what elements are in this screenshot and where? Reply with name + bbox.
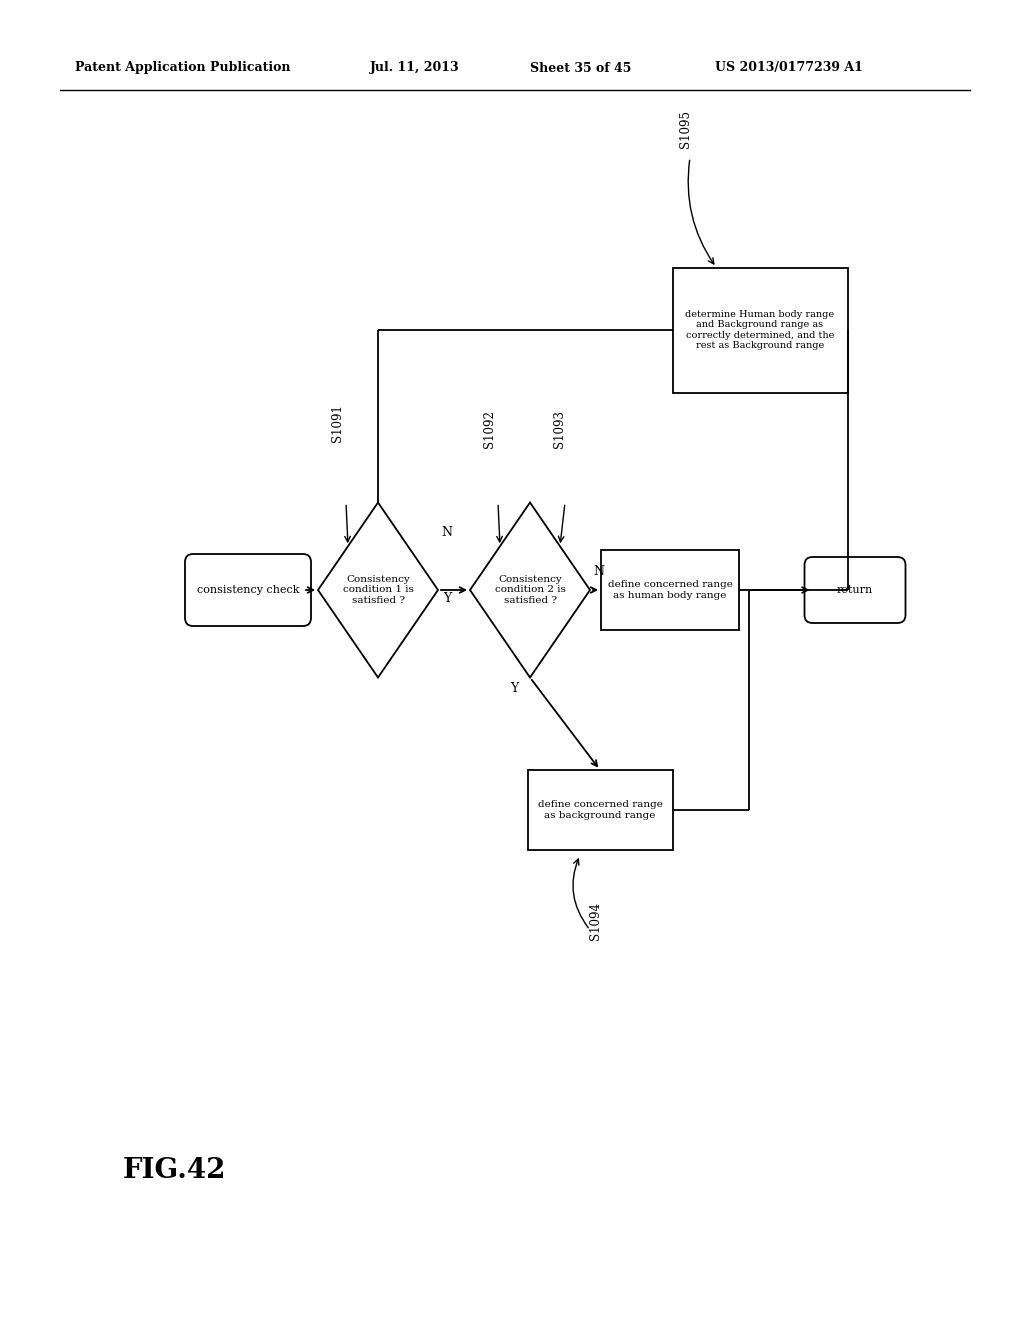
FancyBboxPatch shape: [185, 554, 311, 626]
Text: Jul. 11, 2013: Jul. 11, 2013: [370, 62, 460, 74]
Text: S1092: S1092: [483, 409, 497, 447]
FancyBboxPatch shape: [805, 557, 905, 623]
Text: define concerned range
as background range: define concerned range as background ran…: [538, 800, 663, 820]
Bar: [527, 770, 673, 850]
Text: define concerned range
as human body range: define concerned range as human body ran…: [607, 581, 732, 599]
Bar: [601, 550, 739, 630]
Text: Y: Y: [510, 682, 518, 696]
Text: S1093: S1093: [554, 409, 566, 447]
Text: Patent Application Publication: Patent Application Publication: [75, 62, 291, 74]
Text: US 2013/0177239 A1: US 2013/0177239 A1: [715, 62, 863, 74]
Text: N: N: [441, 527, 452, 540]
Text: S1091: S1091: [332, 405, 344, 442]
Text: consistency check: consistency check: [197, 585, 299, 595]
Polygon shape: [318, 503, 438, 677]
Polygon shape: [470, 503, 590, 677]
Text: FIG.42: FIG.42: [123, 1156, 226, 1184]
Text: N: N: [593, 565, 604, 578]
Text: Consistency
condition 2 is
satisfied ?: Consistency condition 2 is satisfied ?: [495, 576, 565, 605]
Text: determine Human body range
and Background range as
correctly determined, and the: determine Human body range and Backgroun…: [685, 310, 835, 350]
Bar: [673, 268, 848, 392]
Text: S1094: S1094: [589, 902, 601, 940]
Text: return: return: [837, 585, 873, 595]
Text: Consistency
condition 1 is
satisfied ?: Consistency condition 1 is satisfied ?: [343, 576, 414, 605]
Text: Y: Y: [443, 591, 452, 605]
Text: S1095: S1095: [679, 110, 691, 148]
Text: Sheet 35 of 45: Sheet 35 of 45: [530, 62, 632, 74]
